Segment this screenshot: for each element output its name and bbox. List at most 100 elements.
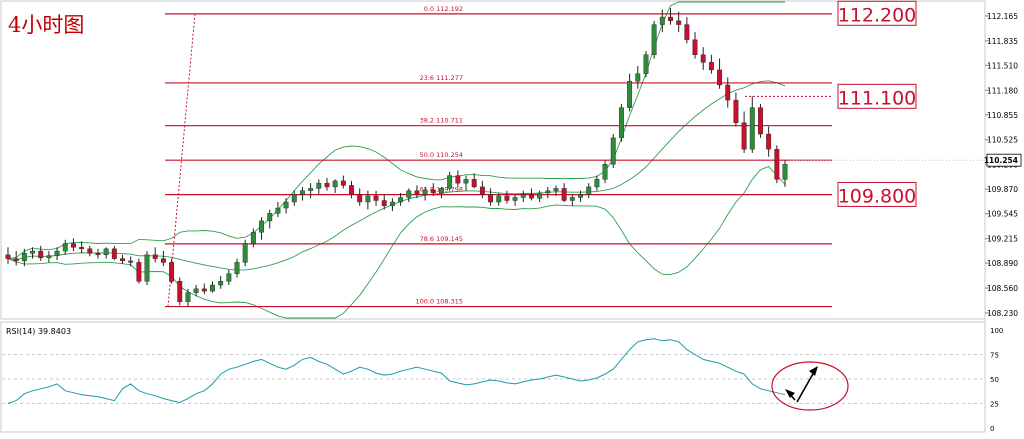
bollinger-middle (7, 80, 786, 271)
candle-body (496, 195, 502, 203)
price-tag-box (837, 0, 917, 26)
bollinger-upper (7, 1, 785, 260)
candle-body (602, 164, 608, 180)
fib-trend-line (167, 13, 196, 307)
rsi-label: RSI(14) 39.8403 (6, 327, 71, 336)
rsi-tick-label: 0 (990, 425, 994, 433)
current-price-box (986, 153, 1022, 167)
price-tick-label: 108.560 (987, 284, 1018, 293)
candle-body (308, 188, 314, 191)
rsi-arrowhead-up (809, 366, 818, 376)
candle-body (471, 179, 477, 188)
price-tag-box (837, 181, 917, 207)
candle-body (62, 243, 68, 252)
fib-label-6: 100.0 108.315 (415, 298, 463, 306)
candle-body (668, 16, 673, 22)
candle-body (21, 253, 27, 262)
candle-body (120, 258, 125, 262)
candle-body (38, 250, 44, 259)
candle-body (455, 175, 461, 184)
candle-body (340, 180, 346, 186)
candle-body (144, 254, 150, 282)
candle-body (610, 137, 616, 165)
price-tag-label: 112.200 (838, 4, 917, 26)
rsi-tick-label: 75 (990, 352, 999, 360)
candle-body (13, 258, 19, 262)
candle-body (234, 262, 240, 274)
candle-body (87, 248, 93, 254)
candle-body (332, 180, 338, 188)
bollinger-lower (7, 165, 786, 319)
candle-body (684, 24, 690, 40)
candle-body (250, 232, 256, 244)
candle-body (643, 54, 649, 74)
candle-body (218, 281, 224, 286)
rsi-arrowhead-down (785, 389, 795, 398)
candle-body (54, 250, 60, 256)
candle-body (700, 54, 706, 63)
candle-body (357, 194, 363, 203)
price-tick-label: 111.510 (987, 61, 1018, 70)
candle-body (398, 197, 404, 203)
candle-body (586, 186, 592, 195)
candle-body (725, 84, 731, 101)
candle-body (504, 195, 510, 201)
candle-body (111, 248, 117, 259)
candle-body (553, 188, 559, 191)
candle-body (758, 107, 763, 135)
candle-body (717, 69, 723, 86)
rsi-line (7, 338, 786, 404)
price-tag-label: 109.800 (838, 185, 917, 207)
price-tick-label: 109.545 (987, 210, 1018, 219)
candle-body (463, 179, 469, 184)
candle-body (381, 200, 387, 206)
candle-body (635, 73, 641, 82)
candle-body (365, 195, 371, 203)
candle-body (618, 107, 624, 139)
candle-body (708, 62, 714, 71)
candle-body (594, 179, 600, 188)
candle-body (749, 107, 755, 150)
candle-body (128, 260, 134, 263)
candle-body (561, 188, 567, 201)
price-tick-label: 111.180 (987, 86, 1018, 95)
candle-body (299, 190, 305, 195)
candle-body (226, 273, 232, 282)
candle-body (545, 190, 551, 194)
rsi-arrow-up (796, 371, 815, 403)
candle-body (389, 201, 395, 206)
candle-body (569, 197, 575, 201)
candle-body (210, 284, 215, 292)
candle-body (479, 186, 485, 195)
candle-body (283, 201, 289, 209)
price-tag-label: 111.100 (838, 87, 917, 109)
candle-body (741, 122, 747, 150)
candle-body (430, 189, 436, 194)
candle-body (267, 213, 273, 222)
price-tags: 112.200 111.100 109.800 (837, 0, 917, 207)
candle-body (169, 262, 175, 282)
candlesticks (5, 8, 788, 307)
candle-body (578, 194, 583, 198)
candle-body (160, 258, 166, 263)
candle-body (373, 195, 379, 201)
candle-body (349, 185, 354, 195)
candle-body (242, 243, 248, 263)
candle-body (676, 20, 682, 25)
fib-label-3: 50.0 110.254 (420, 151, 463, 159)
candle-body (259, 220, 264, 233)
candle-body (766, 133, 772, 150)
candle-body (488, 194, 494, 203)
candle-body (95, 253, 101, 256)
candle-body (70, 243, 76, 248)
candle-body (774, 148, 780, 180)
candle-body (627, 81, 633, 108)
price-tick-label: 110.855 (987, 111, 1018, 120)
candle-body (324, 182, 330, 188)
price-tick-label: 110.525 (987, 136, 1018, 145)
candle-body (414, 190, 420, 195)
candle-body (291, 194, 297, 203)
rsi-annotation-ellipse (771, 361, 849, 411)
